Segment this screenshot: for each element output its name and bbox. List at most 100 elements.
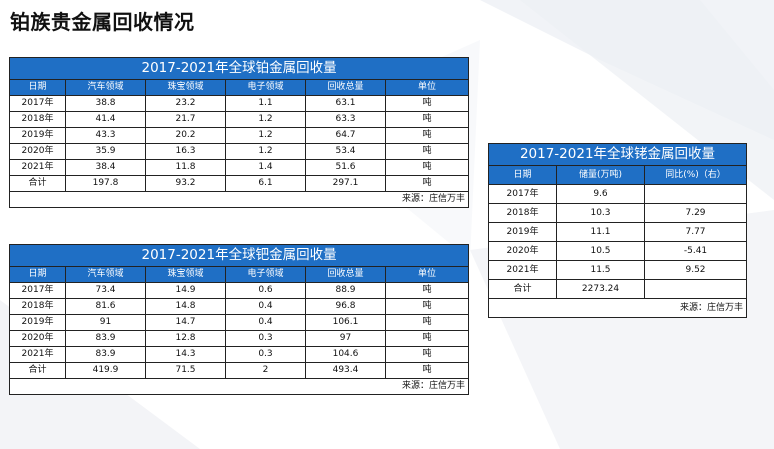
- table-cell: 41.4: [65, 111, 146, 128]
- table-cell: 吨: [384, 314, 470, 331]
- table-cell: 0.4: [225, 314, 306, 331]
- table-cell: 吨: [384, 95, 470, 112]
- table-cell: 2020年: [9, 330, 66, 347]
- table-cell: 9.52: [643, 260, 748, 280]
- table-row: 2020年 10.5 -5.41: [488, 241, 748, 261]
- table-row: 2021年 83.9 14.3 0.3 104.6 吨: [9, 346, 470, 363]
- header-cell: 汽车领域: [65, 79, 146, 96]
- header-cell: 储量(万吨): [556, 165, 645, 185]
- rhodium-recovery-table: 2017-2021年全球铑金属回收量 日期 储量(万吨) 同比(%)（右） 20…: [487, 143, 748, 318]
- table-cell: 73.4: [65, 282, 146, 299]
- table-cell: 2021年: [9, 346, 66, 363]
- table-cell: 2021年: [9, 159, 66, 176]
- table-cell: 11.1: [556, 222, 645, 242]
- table-cell: 2019年: [9, 314, 66, 331]
- table-cell: 14.9: [145, 282, 226, 299]
- table-cell: 吨: [384, 175, 470, 192]
- rhodium-table-caption: 2017-2021年全球铑金属回收量: [487, 143, 748, 166]
- table-cell: 吨: [384, 159, 470, 176]
- header-cell: 日期: [488, 165, 557, 185]
- table-cell: 2019年: [9, 127, 66, 144]
- table-cell: 21.7: [145, 111, 226, 128]
- table-cell: 0.3: [225, 346, 306, 363]
- source-note: 来源：庄信万丰: [556, 298, 748, 318]
- table-cell: 吨: [384, 282, 470, 299]
- header-cell: 电子领域: [225, 266, 306, 283]
- table-cell: 2019年: [488, 222, 557, 242]
- table-cell: 16.3: [145, 143, 226, 160]
- table-cell: 63.1: [305, 95, 386, 112]
- table-cell: 104.6: [305, 346, 386, 363]
- table-cell: 91: [65, 314, 146, 331]
- table-cell: 11.8: [145, 159, 226, 176]
- table-row: 2018年 10.3 7.29: [488, 203, 748, 223]
- table-cell: 14.7: [145, 314, 226, 331]
- table-row: 2017年 38.8 23.2 1.1 63.1 吨: [9, 95, 470, 112]
- table-cell: 吨: [384, 330, 470, 347]
- table-total-row: 合计 2273.24: [488, 279, 748, 299]
- table-cell: 1.2: [225, 111, 306, 128]
- table-row: 2020年 83.9 12.8 0.3 97 吨: [9, 330, 470, 347]
- source-note: 来源：庄信万丰: [65, 191, 470, 208]
- table-cell: 81.6: [65, 298, 146, 315]
- table-row: 2018年 41.4 21.7 1.2 63.3 吨: [9, 111, 470, 128]
- table-row: 2021年 38.4 11.8 1.4 51.6 吨: [9, 159, 470, 176]
- table-cell: 0.3: [225, 330, 306, 347]
- header-cell: 珠宝领域: [145, 79, 226, 96]
- table-cell: 11.5: [556, 260, 645, 280]
- table-cell: 419.9: [65, 362, 146, 379]
- platinum-table-caption: 2017-2021年全球铂金属回收量: [8, 57, 470, 80]
- table-cell: 20.2: [145, 127, 226, 144]
- table-cell: 97: [305, 330, 386, 347]
- header-cell: 汽车领域: [65, 266, 146, 283]
- header-cell: 同比(%)（右）: [643, 165, 748, 185]
- table-cell: 63.3: [305, 111, 386, 128]
- table-cell: 53.4: [305, 143, 386, 160]
- table-cell: 96.8: [305, 298, 386, 315]
- table-row: 2017年 73.4 14.9 0.6 88.9 吨: [9, 282, 470, 299]
- source-note: 来源：庄信万丰: [65, 378, 470, 395]
- table-cell: 吨: [384, 362, 470, 379]
- table-row: 2019年 91 14.7 0.4 106.1 吨: [9, 314, 470, 331]
- header-cell: 日期: [9, 266, 66, 283]
- table-cell: 吨: [384, 298, 470, 315]
- table-cell: 6.1: [225, 175, 306, 192]
- platinum-recovery-table: 2017-2021年全球铂金属回收量 日期 汽车领域 珠宝领域 电子领域 回收总…: [8, 57, 470, 208]
- table-cell: 合计: [488, 279, 557, 299]
- table-cell: 83.9: [65, 346, 146, 363]
- table-cell: 2: [225, 362, 306, 379]
- table-cell: 合计: [9, 175, 66, 192]
- table-total-row: 合计 419.9 71.5 2 493.4 吨: [9, 362, 470, 379]
- table-cell: 2020年: [488, 241, 557, 261]
- table-cell: 2021年: [488, 260, 557, 280]
- table-cell: 吨: [384, 346, 470, 363]
- table-cell: 493.4: [305, 362, 386, 379]
- header-cell: 电子领域: [225, 79, 306, 96]
- table-cell: 71.5: [145, 362, 226, 379]
- table-cell: 0.6: [225, 282, 306, 299]
- table-cell: 2018年: [9, 111, 66, 128]
- page-title: 铂族贵金属回收情况: [10, 10, 195, 34]
- table-cell: 1.2: [225, 127, 306, 144]
- header-cell: 回收总量: [305, 79, 386, 96]
- table-cell: 38.4: [65, 159, 146, 176]
- table-cell: 合计: [9, 362, 66, 379]
- table-cell: -5.41: [643, 241, 748, 261]
- table-cell: 2018年: [488, 203, 557, 223]
- table-cell: 7.29: [643, 203, 748, 223]
- table-cell: 吨: [384, 143, 470, 160]
- table-cell: 2017年: [488, 184, 557, 204]
- table-cell: 64.7: [305, 127, 386, 144]
- table-cell: 297.1: [305, 175, 386, 192]
- table-cell: 2020年: [9, 143, 66, 160]
- table-cell: 2017年: [9, 95, 66, 112]
- table-cell: [643, 279, 748, 299]
- header-cell: 单位: [384, 266, 470, 283]
- table-cell: 35.9: [65, 143, 146, 160]
- table-cell: 14.8: [145, 298, 226, 315]
- table-cell-empty: [9, 191, 66, 208]
- table-cell: 0.4: [225, 298, 306, 315]
- palladium-recovery-table: 2017-2021年全球钯金属回收量 日期 汽车领域 珠宝领域 电子领域 回收总…: [8, 244, 470, 395]
- table-cell: 83.9: [65, 330, 146, 347]
- table-cell: 吨: [384, 127, 470, 144]
